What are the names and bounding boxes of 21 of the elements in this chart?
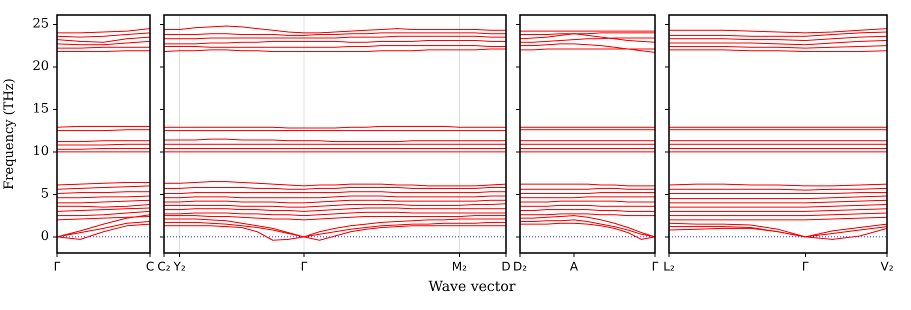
y-tick-label: 0 <box>40 229 49 244</box>
x-tick-label: M₂ <box>452 259 468 274</box>
x-tick-label: Γ <box>54 259 61 274</box>
x-tick-label: D₂ <box>512 259 528 274</box>
x-tick-label: L₂ <box>663 259 675 274</box>
x-axis-title: Wave vector <box>428 279 516 295</box>
x-tick-label: C₂ <box>157 259 171 274</box>
x-tick-label: Γ <box>652 259 659 274</box>
y-tick-label: 10 <box>32 144 49 160</box>
x-tick-label: D <box>501 259 511 274</box>
x-tick-label: A <box>570 259 579 274</box>
y-tick-label: 25 <box>32 16 49 32</box>
x-tick-label: Γ <box>802 259 809 274</box>
y-tick-label: 20 <box>32 59 49 74</box>
x-tick-label: Γ <box>300 259 308 274</box>
x-tick-label: C <box>146 259 154 274</box>
y-tick-label: 5 <box>40 186 49 202</box>
y-tick-label: 15 <box>32 102 49 117</box>
x-tick-label: V₂ <box>880 259 894 274</box>
y-axis-title: Frequency (THz) <box>2 78 18 190</box>
x-tick-label: Y₂ <box>172 259 186 274</box>
